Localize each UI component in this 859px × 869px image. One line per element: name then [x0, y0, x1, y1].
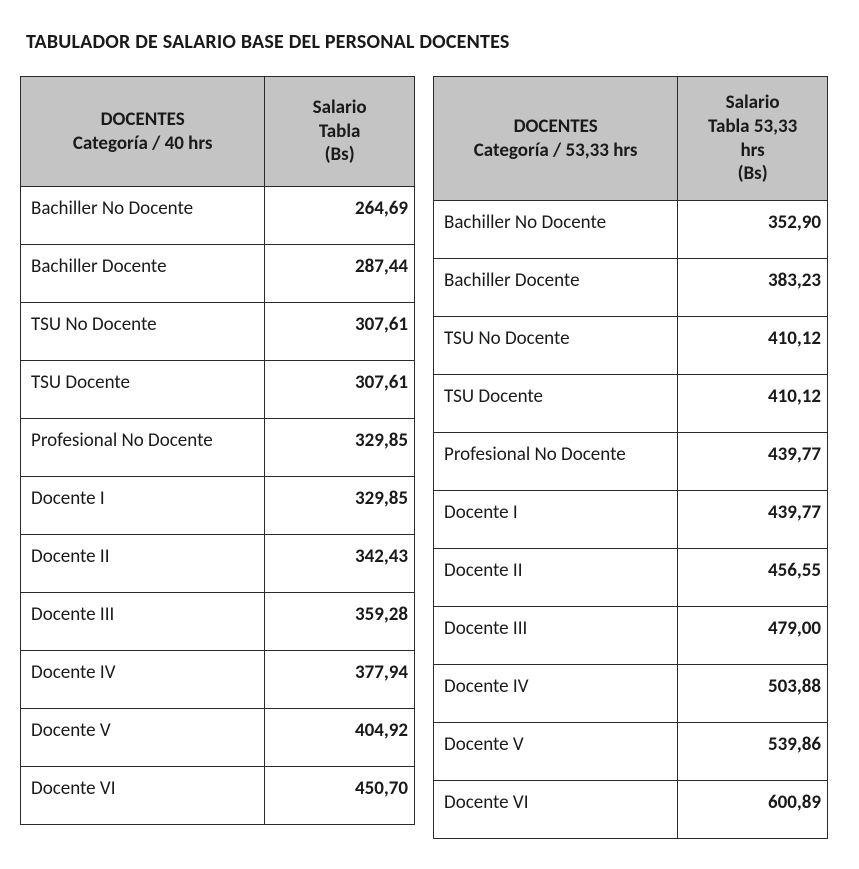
value-cell: 410,12	[678, 375, 828, 433]
category-cell: Docente III	[21, 593, 265, 651]
table-row: Bachiller No Docente352,90	[434, 201, 828, 259]
category-cell: TSU No Docente	[434, 317, 678, 375]
category-cell: Docente VI	[21, 767, 265, 825]
category-cell: Docente V	[21, 709, 265, 767]
value-cell: 329,85	[265, 477, 415, 535]
table-row: Docente VI600,89	[434, 781, 828, 839]
table-row: Docente II342,43	[21, 535, 415, 593]
value-cell: 342,43	[265, 535, 415, 593]
table-row: Bachiller Docente287,44	[21, 245, 415, 303]
table-row: Docente V404,92	[21, 709, 415, 767]
value-cell: 539,86	[678, 723, 828, 781]
table-row: TSU Docente307,61	[21, 361, 415, 419]
table-header-row: DOCENTES Categoría / 53,33 hrs Salario T…	[434, 77, 828, 201]
table-header-row: DOCENTES Categoría / 40 hrs Salario Tabl…	[21, 77, 415, 187]
header-text: Tabla	[271, 120, 408, 144]
table-row: Profesional No Docente329,85	[21, 419, 415, 477]
header-text: Categoría / 40 hrs	[27, 132, 258, 156]
table-row: Bachiller No Docente264,69	[21, 187, 415, 245]
category-cell: Docente III	[434, 607, 678, 665]
header-text: Salario	[271, 96, 408, 120]
table-row: Docente VI450,70	[21, 767, 415, 825]
category-cell: Docente II	[21, 535, 265, 593]
value-cell: 456,55	[678, 549, 828, 607]
category-cell: Bachiller Docente	[21, 245, 265, 303]
header-text: Salario	[684, 91, 821, 115]
value-cell: 383,23	[678, 259, 828, 317]
value-cell: 439,77	[678, 433, 828, 491]
table-row: TSU Docente410,12	[434, 375, 828, 433]
category-cell: Profesional No Docente	[21, 419, 265, 477]
header-salary-53: Salario Tabla 53,33 hrs (Bs)	[678, 77, 828, 201]
table-row: Profesional No Docente439,77	[434, 433, 828, 491]
value-cell: 359,28	[265, 593, 415, 651]
category-cell: TSU Docente	[21, 361, 265, 419]
header-category-53: DOCENTES Categoría / 53,33 hrs	[434, 77, 678, 201]
value-cell: 439,77	[678, 491, 828, 549]
table-row: TSU No Docente410,12	[434, 317, 828, 375]
header-text: DOCENTES	[27, 108, 258, 132]
value-cell: 503,88	[678, 665, 828, 723]
table-row: TSU No Docente307,61	[21, 303, 415, 361]
category-cell: Docente VI	[434, 781, 678, 839]
value-cell: 287,44	[265, 245, 415, 303]
tables-container: DOCENTES Categoría / 40 hrs Salario Tabl…	[20, 76, 839, 839]
category-cell: Docente I	[434, 491, 678, 549]
table-row: Docente IV377,94	[21, 651, 415, 709]
header-text: Tabla 53,33	[684, 115, 821, 139]
table-row: Docente II456,55	[434, 549, 828, 607]
value-cell: 479,00	[678, 607, 828, 665]
header-text: (Bs)	[684, 162, 821, 186]
value-cell: 352,90	[678, 201, 828, 259]
category-cell: Docente I	[21, 477, 265, 535]
header-category-40: DOCENTES Categoría / 40 hrs	[21, 77, 265, 187]
value-cell: 404,92	[265, 709, 415, 767]
salary-table-40hrs: DOCENTES Categoría / 40 hrs Salario Tabl…	[20, 76, 415, 825]
category-cell: Profesional No Docente	[434, 433, 678, 491]
table-row: Docente V539,86	[434, 723, 828, 781]
category-cell: Bachiller No Docente	[21, 187, 265, 245]
table-row: Docente III479,00	[434, 607, 828, 665]
value-cell: 377,94	[265, 651, 415, 709]
category-cell: Docente IV	[434, 665, 678, 723]
table-row: Docente IV503,88	[434, 665, 828, 723]
header-text: DOCENTES	[440, 115, 671, 139]
header-salary-40: Salario Tabla (Bs)	[265, 77, 415, 187]
header-text: (Bs)	[271, 143, 408, 167]
category-cell: Docente II	[434, 549, 678, 607]
value-cell: 410,12	[678, 317, 828, 375]
value-cell: 307,61	[265, 303, 415, 361]
table-row: Docente I329,85	[21, 477, 415, 535]
header-text: Categoría / 53,33 hrs	[440, 139, 671, 163]
table-row: Docente III359,28	[21, 593, 415, 651]
value-cell: 307,61	[265, 361, 415, 419]
category-cell: TSU Docente	[434, 375, 678, 433]
value-cell: 329,85	[265, 419, 415, 477]
page-title: TABULADOR DE SALARIO BASE DEL PERSONAL D…	[26, 30, 839, 54]
value-cell: 600,89	[678, 781, 828, 839]
value-cell: 264,69	[265, 187, 415, 245]
table-row: Docente I439,77	[434, 491, 828, 549]
value-cell: 450,70	[265, 767, 415, 825]
header-text: hrs	[684, 139, 821, 163]
category-cell: Bachiller Docente	[434, 259, 678, 317]
category-cell: Docente IV	[21, 651, 265, 709]
category-cell: Bachiller No Docente	[434, 201, 678, 259]
salary-table-53hrs: DOCENTES Categoría / 53,33 hrs Salario T…	[433, 76, 828, 839]
table-row: Bachiller Docente383,23	[434, 259, 828, 317]
category-cell: TSU No Docente	[21, 303, 265, 361]
category-cell: Docente V	[434, 723, 678, 781]
